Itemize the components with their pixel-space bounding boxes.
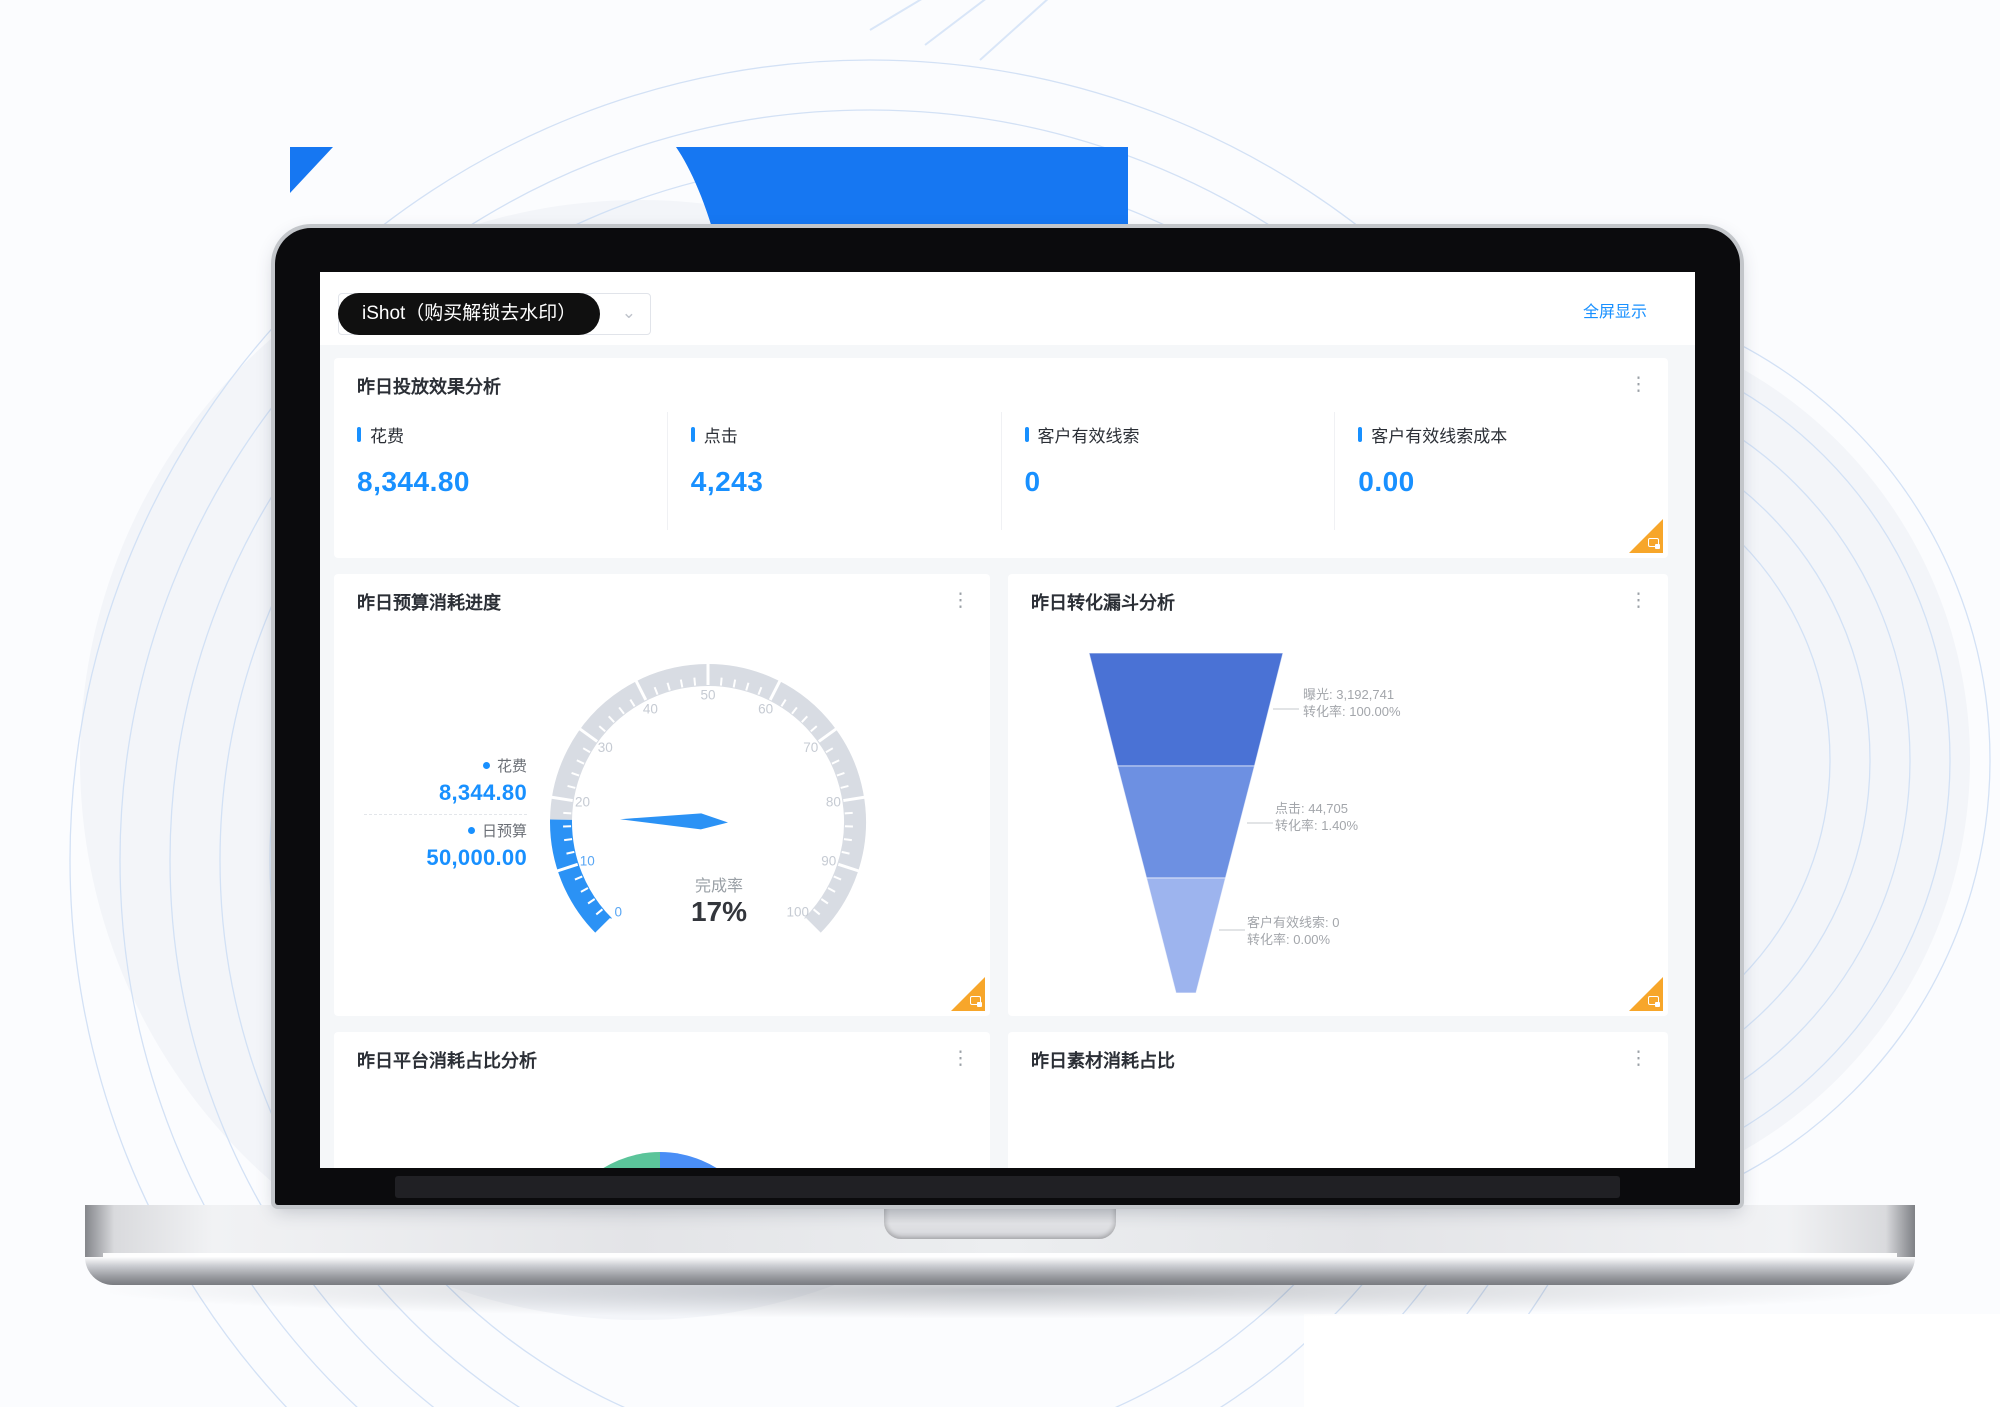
card-effect-analysis: 昨日投放效果分析 ⋮ 花费 8,344.80 点击 4,243 客户有效线索 0 (334, 358, 1668, 558)
gauge-center-value: 17% (690, 896, 748, 927)
card-title: 昨日转化漏斗分析 (1031, 593, 1175, 613)
ishot-watermark: iShot（购买解锁去水印） (338, 293, 601, 335)
badge-logo-icon (1648, 538, 1659, 547)
gauge-tick-label: 0 (614, 904, 622, 919)
funnel-chart (1088, 652, 1299, 994)
metric-leads: 客户有效线索 0 (1000, 412, 1335, 530)
metric-value: 8,344.80 (357, 466, 470, 497)
gauge-tick-label: 50 (700, 688, 715, 703)
gauge-center-label: 完成率 (694, 878, 743, 895)
label-accent-bar (1024, 427, 1029, 442)
more-icon[interactable]: ⋮ (1629, 1048, 1648, 1069)
laptop-screen: ⌄ iShot（购买解锁去水印） 全屏显示 昨日投放效果分析 ⋮ 花费 8,34… (275, 228, 1740, 1205)
card-budget-progress: 昨日预算消耗进度 ⋮ 0 10 20 30 40 50 60 70 80 90 100 花费 8,3… (334, 574, 990, 1016)
funnel-segment (1088, 652, 1284, 767)
laptop-notch (884, 1205, 1116, 1239)
gauge-tick-label: 10 (580, 854, 595, 869)
legend-value: 50,000.00 (426, 845, 527, 870)
funnel-segment (1145, 877, 1227, 994)
gauge-chart: 0 10 20 30 40 50 60 70 80 90 100 (550, 663, 866, 936)
vendor-badge (951, 977, 985, 1011)
card-title: 昨日素材消耗占比 (1031, 1051, 1175, 1071)
legend-dot (482, 762, 490, 769)
gauge-tick-label: 100 (787, 904, 810, 919)
dashboard-topbar: ⌄ iShot（购买解锁去水印） 全屏显示 (320, 272, 1695, 345)
label-accent-bar (357, 427, 361, 442)
diagonal-lines (869, 0, 1049, 61)
blue-triangle (290, 147, 333, 193)
more-icon[interactable]: ⋮ (1629, 590, 1648, 611)
card-title: 昨日平台消耗占比分析 (357, 1051, 537, 1071)
metric-clicks: 点击 4,243 (666, 412, 1001, 530)
card-material-share: 昨日素材消耗占比 ⋮ (1008, 1032, 1668, 1168)
legend-divider (364, 814, 527, 815)
metric-value: 0 (1024, 466, 1041, 497)
gauge-tick-label: 40 (643, 701, 658, 716)
fullscreen-button[interactable]: 全屏显示 (1582, 304, 1647, 321)
card-title: 昨日预算消耗进度 (357, 593, 501, 613)
legend-label: 花费 (496, 758, 527, 775)
metric-lead-cost: 客户有效线索成本 0.00 (1334, 412, 1668, 530)
legend-label: 日预算 (481, 823, 527, 840)
gauge-legend: 花费 8,344.80 日预算 50,000.00 (362, 756, 527, 873)
metric-label: 点击 (703, 427, 738, 446)
badge-logo-icon (1648, 996, 1659, 1005)
more-icon[interactable]: ⋮ (1629, 374, 1648, 395)
legend-dot (467, 827, 475, 834)
funnel-stage-label: 点击: 44,705 转化率: 1.40% (1275, 801, 1359, 833)
funnel-stage-label: 曝光: 3,192,741 转化率: 100.00% (1303, 687, 1401, 719)
pie-chart (552, 1152, 768, 1168)
laptop-base-bottom (85, 1257, 1915, 1285)
metric-label: 花费 (370, 427, 404, 446)
white-corner-rect (1304, 1314, 2000, 1407)
card-conversion-funnel: 昨日转化漏斗分析 ⋮ 曝光: 3,192,741 转化率: 100.00% 点击: … (1008, 574, 1668, 1016)
metric-value: 0.00 (1358, 466, 1415, 497)
gauge-tick-label: 20 (575, 795, 590, 810)
metric-label: 客户有效线索成本 (1371, 427, 1508, 446)
gauge-tick-label: 30 (598, 740, 613, 755)
funnel-segment (1116, 765, 1256, 879)
card-title: 昨日投放效果分析 (357, 377, 501, 397)
vendor-badge (1629, 977, 1663, 1011)
gauge-needle (620, 813, 728, 830)
gauge-tick-label: 90 (821, 854, 836, 869)
more-icon[interactable]: ⋮ (951, 1048, 970, 1069)
label-accent-bar (690, 427, 695, 442)
label-accent-bar (1358, 427, 1363, 442)
metrics-row: 花费 8,344.80 点击 4,243 客户有效线索 0 客户有效线索成本 0… (334, 412, 1668, 530)
laptop-base (85, 1205, 1915, 1285)
dashboard: ⌄ iShot（购买解锁去水印） 全屏显示 昨日投放效果分析 ⋮ 花费 8,34… (320, 272, 1695, 1168)
gauge-tick-label: 70 (803, 740, 818, 755)
badge-logo-icon (970, 996, 981, 1005)
gauge-tick-label: 80 (826, 795, 841, 810)
legend-value: 8,344.80 (438, 780, 527, 805)
card-platform-share: 昨日平台消耗占比分析 ⋮ (334, 1032, 990, 1168)
metric-value: 4,243 (690, 466, 764, 497)
laptop-hinge (395, 1176, 1620, 1198)
funnel-stage-label: 客户有效线索: 0 转化率: 0.00% (1247, 915, 1340, 947)
chevron-down-icon: ⌄ (621, 303, 636, 322)
vendor-badge (1629, 519, 1663, 553)
gauge-tick-label: 60 (758, 701, 773, 716)
metric-label: 客户有效线索 (1037, 427, 1140, 446)
more-icon[interactable]: ⋮ (951, 590, 970, 611)
metric-spend: 花费 8,344.80 (334, 412, 667, 530)
